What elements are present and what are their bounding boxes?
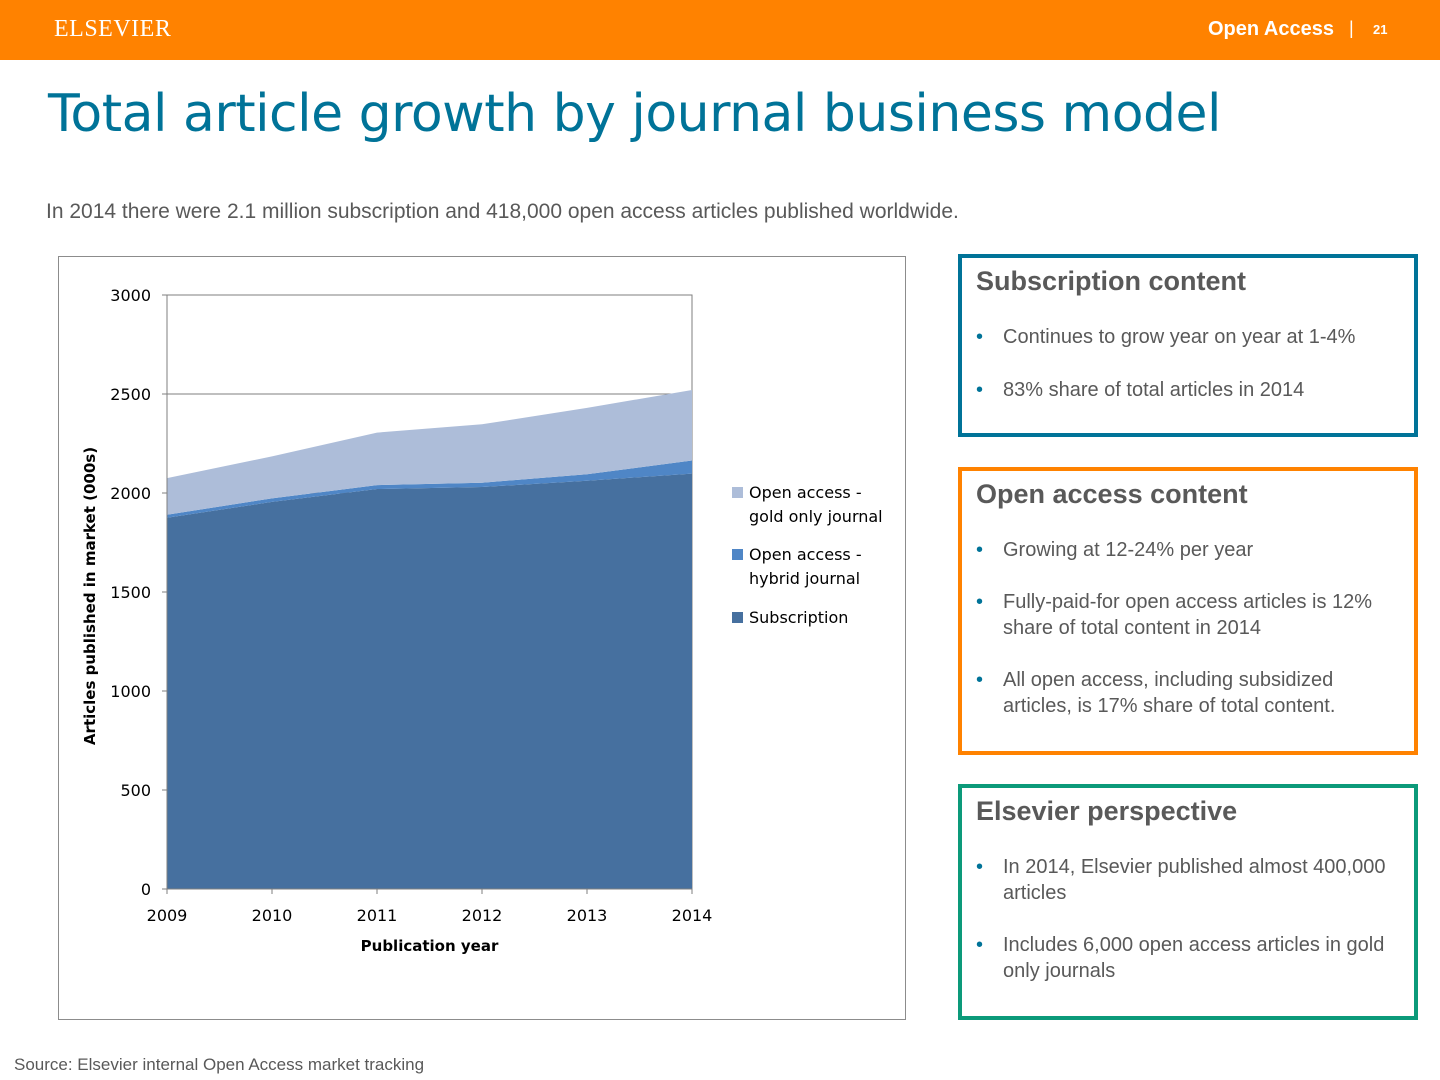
legend-label: Open access - xyxy=(749,545,862,564)
legend-swatch xyxy=(732,549,743,560)
page-number: 21 xyxy=(1373,22,1388,37)
y-axis-title: Articles published in market (000s) xyxy=(81,447,99,745)
bullet-item: In 2014, Elsevier published almost 400,0… xyxy=(976,854,1400,906)
legend-label: Subscription xyxy=(749,608,848,627)
bullet-item: All open access, including subsidized ar… xyxy=(976,667,1400,719)
x-tick-label: 2014 xyxy=(672,906,713,925)
x-tick-label: 2013 xyxy=(567,906,608,925)
elsevier-logo: ELSEVIER xyxy=(54,16,172,42)
bullet-item: Includes 6,000 open access articles in g… xyxy=(976,932,1400,984)
y-tick-label: 2500 xyxy=(110,385,151,404)
area-series-subscription xyxy=(167,473,692,889)
legend-label: hybrid journal xyxy=(749,569,860,588)
bullet-item: 83% share of total articles in 2014 xyxy=(976,377,1400,403)
subscription-bullets: Continues to grow year on year at 1-4% 8… xyxy=(976,324,1400,403)
header-separator: | xyxy=(1349,18,1354,38)
y-tick-label: 0 xyxy=(141,880,151,899)
perspective-bullets: In 2014, Elsevier published almost 400,0… xyxy=(976,854,1400,984)
open-access-content-box: Open access content Growing at 12-24% pe… xyxy=(958,467,1418,755)
subscription-heading: Subscription content xyxy=(976,266,1246,296)
legend-swatch xyxy=(732,487,743,498)
page-title: Total article growth by journal business… xyxy=(48,84,1221,144)
perspective-heading: Elsevier perspective xyxy=(976,796,1238,826)
x-axis-title: Publication year xyxy=(361,937,499,955)
bullet-item: Fully-paid-for open access articles is 1… xyxy=(976,589,1400,641)
y-tick-label: 1500 xyxy=(110,583,151,602)
x-tick-label: 2012 xyxy=(462,906,503,925)
area-chart: 0 500 1000 1500 2000 2500 3000 2009 2010 2011 2012… xyxy=(81,286,883,955)
bullet-item: Continues to grow year on year at 1-4% xyxy=(976,324,1400,350)
y-tick-label: 500 xyxy=(120,781,151,800)
section-label: Open Access xyxy=(1208,18,1334,40)
bullet-item: Growing at 12-24% per year xyxy=(976,537,1400,563)
x-tick-label: 2009 xyxy=(147,906,188,925)
open-access-heading: Open access content xyxy=(976,479,1248,509)
page-subtitle: In 2014 there were 2.1 million subscript… xyxy=(46,200,959,223)
chart-frame: 0 500 1000 1500 2000 2500 3000 2009 2010 2011 2012… xyxy=(58,256,906,1020)
header-bar: ELSEVIER Open Access | 21 xyxy=(0,0,1440,60)
area-series-open-access-gold-only-journal xyxy=(167,390,692,515)
y-tick-label: 3000 xyxy=(110,286,151,305)
y-tick-label: 2000 xyxy=(110,484,151,503)
x-tick-label: 2010 xyxy=(252,906,293,925)
legend-label: gold only journal xyxy=(749,507,883,526)
subscription-content-box: Subscription content Continues to grow y… xyxy=(958,254,1418,437)
source-note: Source: Elsevier internal Open Access ma… xyxy=(14,1055,425,1074)
legend-swatch xyxy=(732,612,743,623)
elsevier-perspective-box: Elsevier perspective In 2014, Elsevier p… xyxy=(958,784,1418,1020)
y-tick-label: 1000 xyxy=(110,682,151,701)
legend-label: Open access - xyxy=(749,483,862,502)
open-access-bullets: Growing at 12-24% per year Fully-paid-fo… xyxy=(976,537,1400,719)
x-tick-label: 2011 xyxy=(357,906,398,925)
